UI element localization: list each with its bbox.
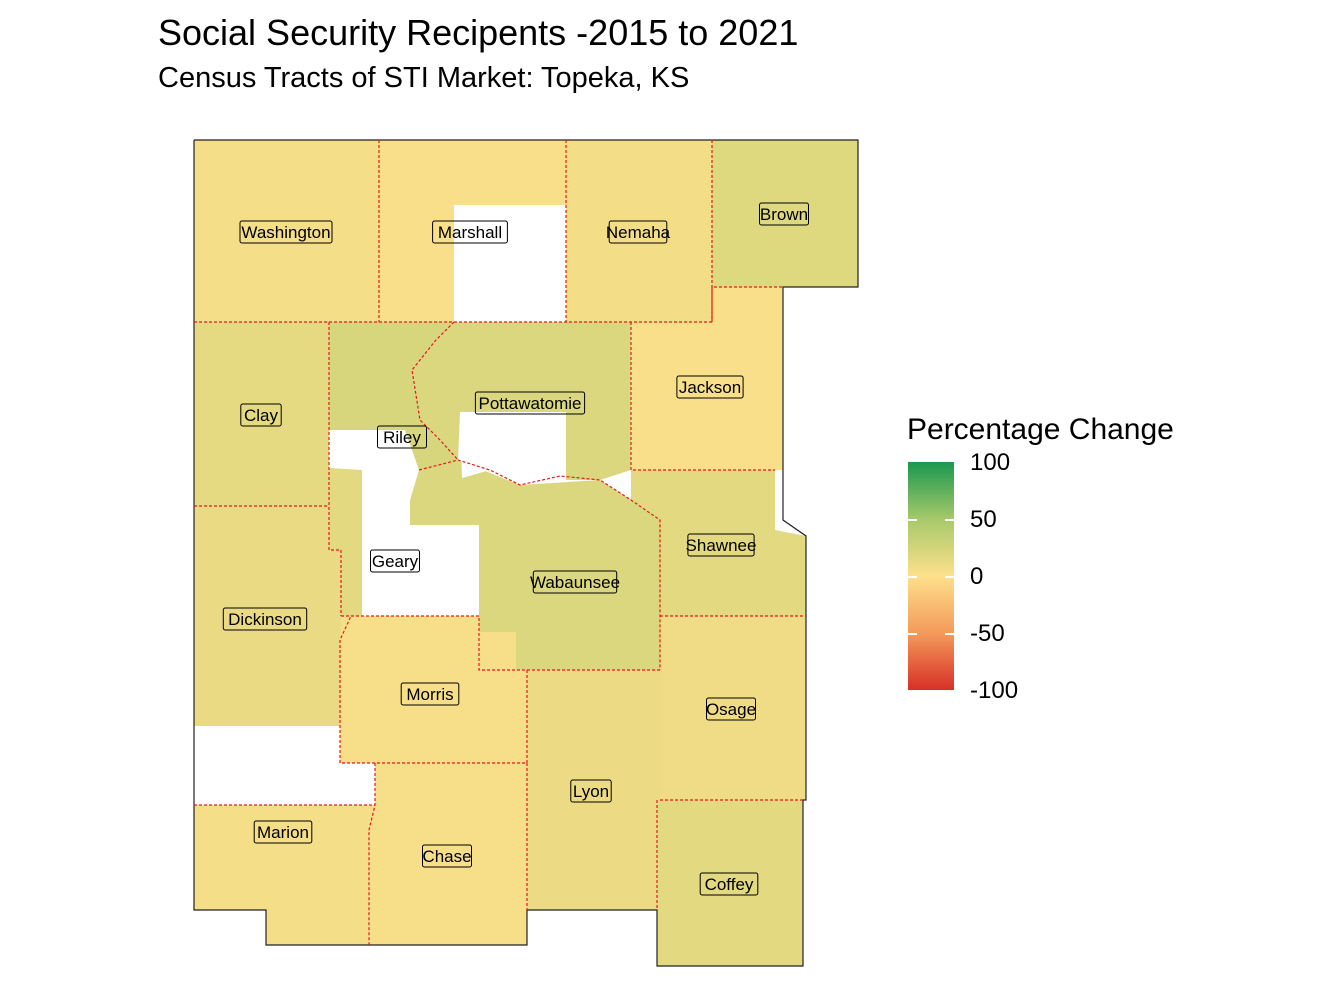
county-label-riley: Riley [377,425,427,449]
county-label-box [239,220,333,244]
county-label-clay: Clay [240,403,282,427]
county-label-text: Brown [760,205,808,224]
county-label-box [400,682,460,706]
county-label-text: Lyon [573,782,609,801]
county-label-text: Clay [244,406,279,425]
legend-tick-100: 100 [970,449,1011,476]
county-label-text: Dickinson [228,610,302,629]
legend-tick-mark [908,519,917,521]
county-label-text: Chase [422,847,471,866]
county-label-chase: Chase [422,844,472,868]
legend-tick-mark [945,633,954,635]
map-title: Social Security Recipents -2015 to 2021 [158,12,799,53]
market-outline [193,139,859,967]
county-washington [194,140,379,322]
county-label-box [608,220,668,244]
county-label-marion: Marion [253,820,313,844]
county-boundaries [194,140,806,945]
county-label-wabaunsee: Wabaunsee [530,570,620,594]
legend-tick-minus100: -100 [970,677,1019,704]
county-label-geary: Geary [370,549,420,573]
county-label-box [422,844,472,868]
legend-tick-0: 0 [970,563,984,590]
county-dickinson [194,506,351,726]
county-label-shawnee: Shawnee [686,533,757,557]
county-label-box [474,391,586,415]
county-nemaha [566,140,712,322]
county-label-box [370,549,420,573]
county-wabaunsee [410,460,660,670]
county-label-osage: Osage [706,697,756,721]
county-labels: Washington Marshall Nemaha Brown Clay Riley Po… [222,202,809,896]
county-label-text: Nemaha [606,223,671,242]
county-label-box [676,375,744,399]
county-label-text: Riley [383,428,421,447]
county-label-box [432,220,508,244]
county-label-box [532,570,618,594]
county-fills [194,140,858,966]
missing-tract-pottawatomie [460,412,566,478]
county-label-text: Wabaunsee [530,573,620,592]
county-label-text: Jackson [679,378,741,397]
county-label-box [759,202,809,226]
county-label-box [240,403,282,427]
county-label-marshall: Marshall [432,220,508,244]
county-label-text: Washington [241,223,330,242]
county-label-lyon: Lyon [570,779,612,803]
county-label-text: Coffey [705,875,754,894]
legend-title: Percentage Change [907,413,1174,446]
missing-tract-marshall [454,205,564,322]
legend-tick-mark [945,576,954,578]
county-label-text: Osage [706,700,756,719]
county-label-box [377,425,427,449]
legend-tick-minus50: -50 [970,620,1005,647]
county-label-brown: Brown [759,202,809,226]
county-geary [329,468,362,616]
county-label-text: Morris [406,685,453,704]
county-label-text: Pottawatomie [479,394,582,413]
county-label-text: Shawnee [686,536,757,555]
county-label-text: Marion [257,823,309,842]
missing-tract-geary [362,525,479,616]
county-label-morris: Morris [400,682,460,706]
county-brown [712,140,858,287]
county-label-jackson: Jackson [676,375,744,399]
county-label-box [706,697,756,721]
county-label-nemaha: Nemaha [606,220,671,244]
legend-tick-mark [908,576,917,578]
county-clay [194,322,329,506]
county-pottawatomie [412,322,631,480]
county-label-box [699,872,759,896]
county-label-text: Geary [372,552,419,571]
county-lyon [527,670,660,910]
county-coffey [657,800,803,966]
county-chase [369,763,527,945]
county-shawnee [631,470,806,616]
county-label-box [570,779,612,803]
county-label-box [222,607,308,631]
county-jackson [631,287,783,470]
map-subtitle: Census Tracts of STI Market: Topeka, KS [158,62,690,94]
county-marshall [379,140,566,322]
county-morris [340,616,527,763]
county-osage [660,616,806,800]
legend-tick-50: 50 [970,506,997,533]
county-label-box [253,820,313,844]
county-label-box [687,533,755,557]
missing-tract-dickinson [194,726,375,805]
legend-tick-mark [945,519,954,521]
legend-tick-mark [908,633,917,635]
county-label-dickinson: Dickinson [222,607,308,631]
county-label-text: Marshall [438,223,502,242]
choropleth-map: Washington Marshall Nemaha Brown Clay Riley Po… [193,139,859,967]
county-riley [329,322,458,475]
county-label-pottawatomie: Pottawatomie [474,391,586,415]
missing-tracts [194,205,566,805]
county-label-coffey: Coffey [699,872,759,896]
county-label-washington: Washington [239,220,333,244]
missing-tract-riley [329,432,418,525]
